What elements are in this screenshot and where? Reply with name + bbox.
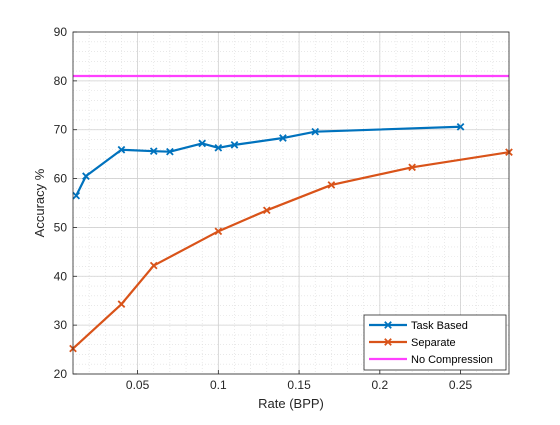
series-task-based: [72, 122, 465, 200]
data-point-separate: [214, 227, 223, 236]
y-tick-label: 30: [54, 318, 68, 332]
series-layer: [69, 74, 513, 353]
data-point-separate: [262, 206, 271, 215]
y-tick-label: 80: [54, 74, 68, 88]
data-point-task-based: [117, 145, 126, 154]
data-point-task-based: [198, 139, 207, 148]
x-tick-label: 0.25: [449, 378, 473, 392]
data-point-task-based: [214, 143, 223, 152]
legend-item-separate: Separate: [369, 337, 456, 349]
legend-item-task-based: Task Based: [369, 320, 468, 332]
legend-label: Task Based: [411, 320, 468, 332]
x-tick-label: 0.2: [371, 378, 388, 392]
data-point-task-based: [311, 127, 320, 136]
series-separate: [69, 148, 513, 353]
data-point-task-based: [456, 122, 465, 131]
x-tick-label: 0.05: [126, 378, 150, 392]
y-tick-label: 90: [54, 25, 68, 39]
y-tick-label: 60: [54, 172, 68, 186]
data-point-task-based: [149, 147, 158, 156]
legend-label: Separate: [411, 337, 456, 349]
y-tick-label: 70: [54, 123, 68, 137]
data-point-task-based: [279, 134, 287, 142]
plot-area-border: [72, 31, 510, 375]
ticks: [73, 31, 461, 375]
data-point-task-based: [72, 191, 81, 200]
x-tick-label: 0.1: [210, 378, 227, 392]
legend: Task Based Separate No Compression: [363, 314, 507, 371]
data-point-separate: [149, 261, 158, 270]
y-tick-label: 40: [54, 269, 68, 283]
y-tick-label: 50: [54, 220, 68, 234]
data-point-task-based: [230, 141, 239, 149]
legend-label: No Compression: [411, 354, 493, 366]
y-tick-label: 20: [54, 367, 68, 381]
data-point-task-based: [166, 147, 174, 156]
data-point-separate: [408, 163, 416, 172]
y-axis-label: Accuracy %: [32, 168, 47, 237]
legend-item-no-compression: No Compression: [369, 354, 493, 366]
data-point-task-based: [82, 172, 90, 180]
x-tick-label: 0.15: [287, 378, 311, 392]
series-line-separate: [72, 151, 510, 350]
tick-labels: 0.05 0.1 0.15 0.2 0.25 20 30 40 50 60 70 80 90: [54, 25, 473, 392]
legend-marker: [384, 321, 392, 329]
data-point-separate: [117, 300, 126, 308]
legend-marker: [384, 338, 392, 346]
data-point-separate: [327, 181, 336, 189]
x-axis-label: Rate (BPP): [258, 396, 324, 411]
